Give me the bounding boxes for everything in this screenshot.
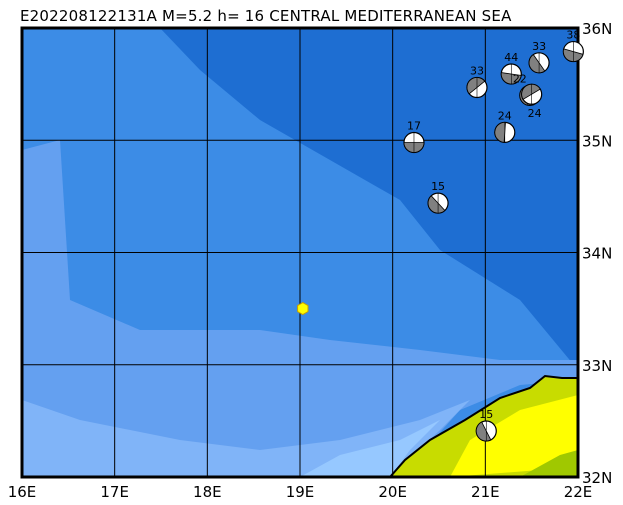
- depth-label: 15: [479, 408, 493, 421]
- sea-shelf: [22, 140, 578, 477]
- beachball-icon: [500, 63, 522, 85]
- map-title: E202208122131A M=5.2 h= 16 CENTRAL MEDIT…: [20, 7, 512, 25]
- depth-label: 15: [431, 180, 445, 193]
- lon-label: 18E: [193, 483, 222, 501]
- beachball-icon: [521, 83, 543, 105]
- depth-label: 33: [532, 40, 546, 53]
- land-low-patch: [520, 450, 578, 477]
- depth-label: 22: [513, 72, 527, 85]
- lat-label: 35N: [582, 132, 612, 150]
- depth-label: 38: [566, 29, 580, 42]
- graticule: [22, 28, 578, 477]
- depth-label: 33: [470, 64, 484, 77]
- depth-label: 44: [504, 51, 518, 64]
- lat-label: 36N: [582, 20, 612, 38]
- lon-label: 22E: [564, 483, 593, 501]
- depth-label: 24: [498, 109, 512, 122]
- depth-label: 17: [407, 119, 421, 132]
- beachball-icon: [528, 52, 550, 74]
- lat-label: 34N: [582, 245, 612, 263]
- lon-label: 21E: [471, 483, 500, 501]
- beachball-icon: [475, 420, 497, 442]
- depth-label: 24: [528, 107, 542, 120]
- lat-label: 32N: [582, 469, 612, 487]
- epicenter-hexagon-icon: [297, 302, 309, 316]
- lat-label: 33N: [582, 357, 612, 375]
- lon-label: 20E: [378, 483, 407, 501]
- lon-label: 17E: [100, 483, 129, 501]
- land-high: [450, 395, 578, 477]
- lon-label: 16E: [8, 483, 37, 501]
- beachball-icon: [403, 131, 425, 154]
- focal-mechanisms: 17 15 24 33 44 33 22 24 38 15: [403, 29, 584, 442]
- map-frame: [20, 26, 580, 479]
- beachball-icon: [562, 40, 584, 63]
- sea-deep: [160, 28, 578, 370]
- lon-label: 19E: [286, 483, 315, 501]
- beachball-icon: [466, 76, 488, 99]
- beachball-icon: [494, 121, 516, 143]
- sea-shallow: [300, 420, 440, 477]
- beachball-icon: [427, 192, 449, 214]
